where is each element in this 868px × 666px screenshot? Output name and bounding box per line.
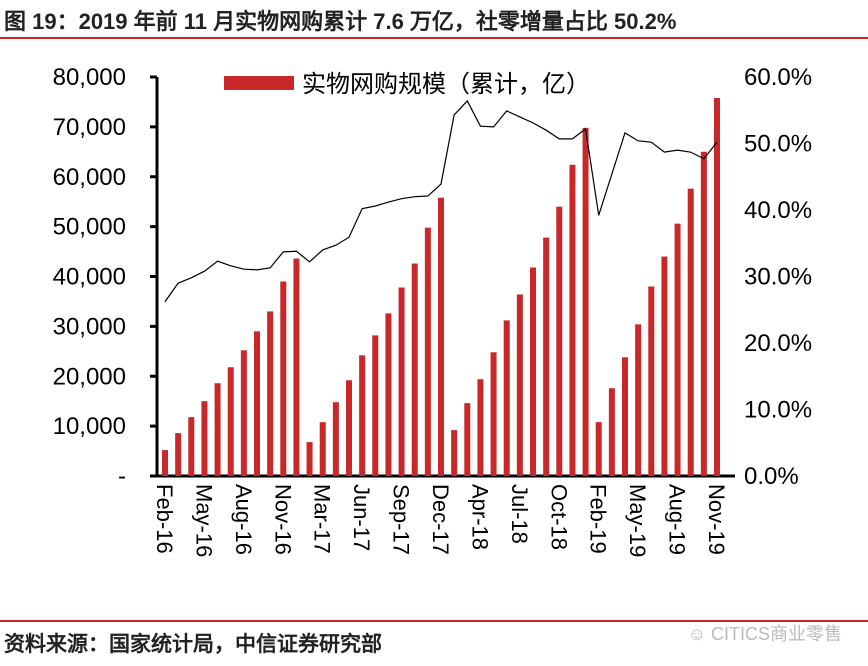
bar — [175, 433, 182, 476]
bar — [608, 388, 615, 476]
bar — [635, 324, 642, 476]
right-tick-label: 60.0% — [744, 64, 812, 91]
x-tick-label: Jun-17 — [349, 484, 374, 551]
watermark-text: CITICS商业零售 — [710, 624, 842, 644]
bar — [622, 357, 628, 476]
bar — [438, 197, 444, 476]
left-tick-label: 70,000 — [53, 114, 126, 141]
left-tick-label: 50,000 — [53, 214, 126, 241]
bar — [582, 127, 589, 476]
x-tick-label: Nov-16 — [270, 484, 295, 555]
left-tick-label: 20,000 — [53, 363, 126, 390]
x-tick-label: Feb-16 — [152, 484, 177, 554]
source-note: 资料来源：国家统计局，中信证券研究部 — [4, 633, 382, 656]
right-tick-label: 30.0% — [744, 264, 812, 291]
bar — [595, 422, 602, 476]
left-tick-label: 80,000 — [53, 64, 126, 91]
bar — [372, 335, 379, 476]
bar — [306, 442, 313, 476]
figure-title: 图 19：2019 年前 11 月实物网购累计 7.6 万亿，社零增量占比 50… — [4, 9, 677, 34]
bar — [332, 402, 339, 476]
bar — [214, 383, 221, 476]
x-tick-label: May-19 — [625, 484, 650, 557]
bar — [477, 379, 484, 476]
title-rule — [0, 37, 868, 39]
x-tick-label: Apr-18 — [467, 484, 492, 550]
bar — [503, 320, 510, 476]
bar — [648, 286, 655, 476]
bar — [674, 223, 681, 476]
right-tick-label: 0.0% — [744, 463, 799, 490]
footer-rule — [0, 620, 868, 622]
share-line — [164, 99, 718, 303]
bar — [687, 188, 694, 476]
bar — [556, 206, 563, 477]
bar — [319, 422, 326, 476]
x-tick-label: Jul-18 — [507, 484, 532, 544]
left-tick-label: - — [118, 463, 126, 490]
bar — [227, 367, 234, 476]
bar — [530, 267, 536, 476]
wechat-icon: ☺ — [687, 624, 711, 644]
bar — [661, 256, 668, 476]
bar — [543, 237, 550, 476]
legend-label: 实物网购规模（累计，亿） — [302, 71, 590, 98]
bar — [293, 258, 300, 476]
bar — [346, 380, 352, 476]
x-tick-label: Oct-18 — [546, 484, 571, 550]
right-tick-label: 50.0% — [744, 131, 812, 158]
bar — [201, 401, 208, 476]
left-tick-label: 40,000 — [53, 264, 126, 291]
right-tick-label: 40.0% — [744, 197, 812, 224]
bar — [162, 450, 168, 476]
bar — [490, 352, 497, 476]
bar — [464, 403, 471, 476]
x-tick-label: Sep-17 — [389, 484, 414, 555]
bar — [240, 350, 247, 476]
x-tick-label: Dec-17 — [428, 484, 453, 555]
bar — [398, 287, 405, 476]
bar — [188, 417, 195, 476]
x-tick-label: Feb-19 — [586, 484, 611, 554]
bar — [254, 331, 260, 476]
x-tick-label: Aug-16 — [231, 484, 256, 555]
bar — [267, 311, 274, 476]
right-tick-label: 10.0% — [744, 397, 812, 424]
left-tick-label: 30,000 — [53, 313, 126, 340]
x-tick-label: Mar-17 — [310, 484, 335, 554]
legend-swatch — [224, 76, 294, 90]
x-tick-label: Nov-19 — [704, 484, 729, 555]
watermark: ☺ CITICS商业零售 — [688, 620, 842, 646]
bar — [359, 355, 366, 476]
x-tick-label: May-16 — [191, 484, 216, 557]
bar — [714, 97, 720, 476]
bar — [385, 313, 392, 476]
bar — [700, 151, 707, 476]
bar — [516, 294, 523, 476]
bar — [411, 263, 418, 476]
x-tick-label: Aug-19 — [665, 484, 690, 555]
right-tick-label: 20.0% — [744, 330, 812, 357]
bar — [569, 164, 576, 476]
bar — [424, 227, 431, 476]
left-tick-label: 60,000 — [53, 164, 126, 191]
bar — [280, 281, 287, 476]
bar — [451, 430, 458, 476]
left-tick-label: 10,000 — [53, 413, 126, 440]
